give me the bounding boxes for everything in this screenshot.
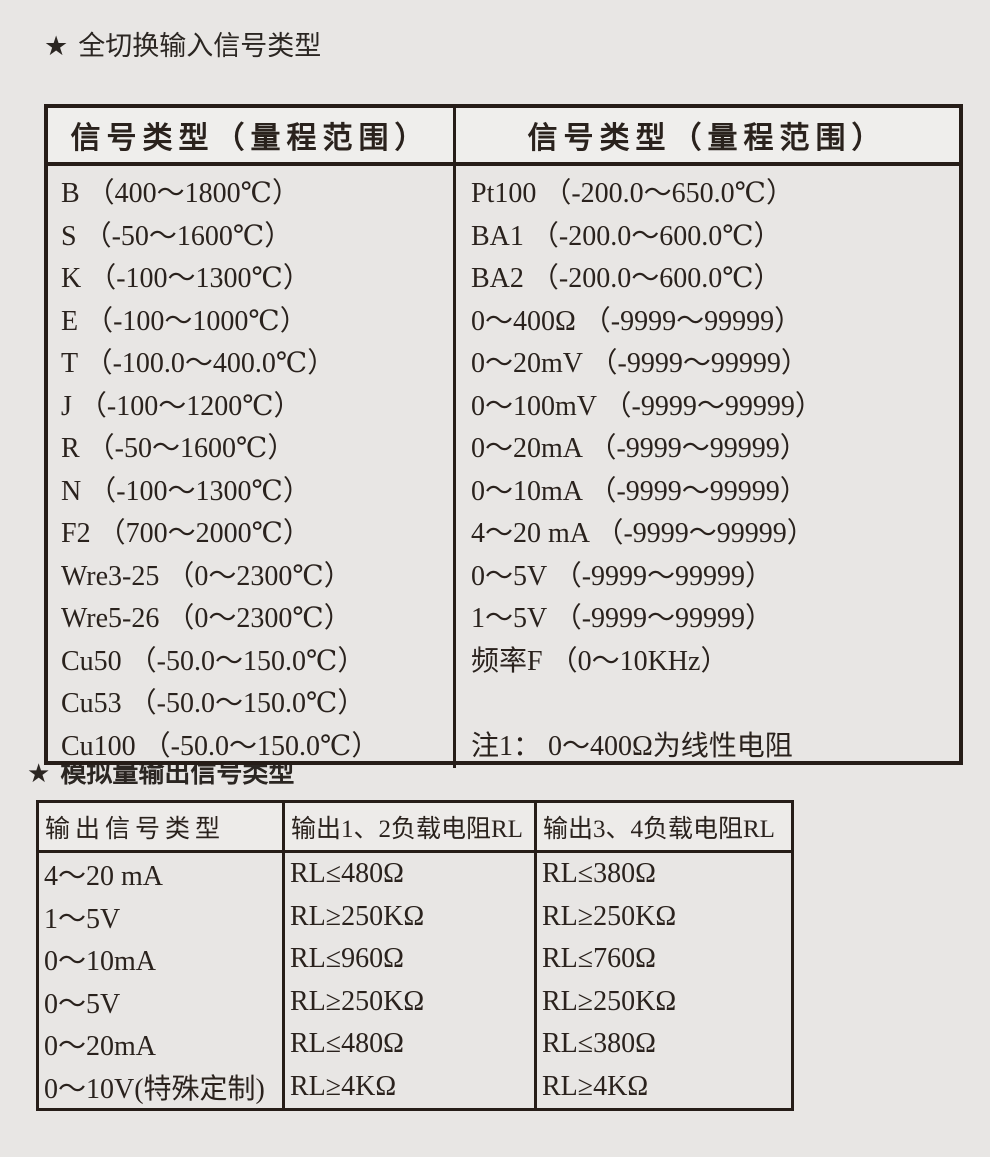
output-rl12-cell: RL≥250KΩ [285, 895, 537, 938]
output-row: 4～20 mA RL≤480Ω RL≤380Ω [39, 853, 791, 896]
output-rl12-cell: RL≤960Ω [285, 938, 537, 981]
signal-row: Cu50 （-50.0～150.0℃） [61, 645, 366, 677]
output-table-header-type: 输出信号类型 [39, 803, 285, 850]
input-signal-table-header-row: 信号类型（量程范围） 信号类型（量程范围） [48, 108, 959, 166]
signal-row: S （-50～1600℃） [61, 220, 293, 252]
signal-row: 频率F （0～10KHz） [471, 645, 729, 677]
signal-row: R （-50～1600℃） [61, 433, 296, 464]
signal-row: Wre5-26 （0～2300℃） [61, 603, 352, 634]
star-icon: ★ [27, 758, 51, 788]
signal-row: 1～5V （-9999～99999） [471, 603, 774, 634]
output-row: 0～10mA RL≤960Ω RL≤760Ω [39, 938, 791, 981]
signal-row: 0～20mV （-9999～99999） [471, 348, 809, 379]
output-rl34-cell: RL≥250KΩ [542, 900, 677, 932]
output-type-cell: 0～10mA [39, 938, 285, 981]
signal-row: K （-100～1300℃） [61, 263, 311, 294]
input-table-left-column: B （400～1800℃） S （-50～1600℃） K （-100～1300… [48, 166, 456, 768]
output-type-cell: 0～5V [39, 980, 285, 1023]
signal-row: B （400～1800℃） [61, 178, 300, 209]
input-signal-table-body: B （400～1800℃） S （-50～1600℃） K （-100～1300… [48, 166, 959, 768]
signal-row: Wre3-25 （0～2300℃） [61, 560, 352, 592]
output-rl12-cell: RL≤480Ω [285, 1023, 537, 1066]
output-row: 1～5V RL≥250KΩ RL≥250KΩ [39, 895, 791, 938]
output-type-cell: 4～20 mA [39, 853, 285, 896]
output-row: 0～5V RL≥250KΩ RL≥250KΩ [39, 980, 791, 1023]
output-type-cell: 1～5V [39, 895, 285, 938]
input-table-header-left: 信号类型（量程范围） [48, 108, 456, 162]
output-table-header-row: 输出信号类型 输出1、2负载电阻RL 输出3、4负载电阻RL [39, 803, 791, 853]
output-rl34-cell: RL≥4KΩ [542, 1070, 649, 1102]
input-signal-table: 信号类型（量程范围） 信号类型（量程范围） B （400～1800℃） S （-… [44, 104, 963, 768]
signal-row: BA2 （-200.0～600.0℃） [471, 263, 782, 294]
signal-row: F2 （700～2000℃） [61, 518, 311, 549]
output-signal-table: 输出信号类型 输出1、2负载电阻RL 输出3、4负载电阻RL 4～20 mA R… [36, 800, 794, 1111]
input-table-header-right: 信号类型（量程范围） [527, 122, 888, 155]
output-row: 0～10V(特殊定制) RL≥4KΩ RL≥4KΩ [39, 1065, 791, 1108]
output-rl12-cell: RL≥4KΩ [285, 1065, 537, 1108]
output-rl34-cell: RL≤380Ω [542, 1028, 656, 1060]
output-row: 0～20mA RL≤480Ω RL≤380Ω [39, 1023, 791, 1066]
star-icon: ★ [44, 31, 69, 61]
signal-row: 0～5V （-9999～99999） [471, 560, 774, 592]
output-type-cell: 0～10V(特殊定制) [39, 1065, 285, 1108]
signal-row: J （-100～1200℃） [61, 390, 302, 422]
signal-row: Cu53 （-50.0～150.0℃） [61, 688, 366, 719]
signal-row: 0～400Ω （-9999～99999） [471, 305, 803, 337]
signal-row: 0～10mA （-9999～99999） [471, 475, 808, 507]
signal-row: 0～20mA （-9999～99999） [471, 433, 808, 464]
output-rl34-cell: RL≤380Ω [542, 858, 656, 890]
input-signal-section-title: ★ 全切换输入信号类型 [44, 24, 321, 63]
output-type-cell: 0～20mA [39, 1023, 285, 1066]
signal-row: Pt100 （-200.0～650.0℃） [471, 178, 794, 209]
input-signal-section-title-text: 全切换输入信号类型 [78, 31, 322, 61]
output-table-body: 4～20 mA RL≤480Ω RL≤380Ω 1～5V RL≥250KΩ RL… [39, 853, 791, 1108]
blank-row [471, 683, 959, 726]
output-rl34-cell: RL≤760Ω [542, 943, 656, 975]
signal-row: BA1 （-200.0～600.0℃） [471, 220, 782, 252]
signal-row: Cu100 （-50.0～150.0℃） [61, 730, 380, 762]
signal-row: N （-100～1300℃） [61, 475, 311, 507]
signal-row: T （-100.0～400.0℃） [61, 348, 336, 379]
output-table-header-rl34: 输出3、4负载电阻RL [543, 815, 775, 843]
output-table-header-rl12: 输出1、2负载电阻RL [285, 803, 537, 850]
output-rl12-cell: RL≤480Ω [285, 853, 537, 896]
signal-row: 0～100mV （-9999～99999） [471, 390, 823, 422]
output-rl34-cell: RL≥250KΩ [542, 985, 677, 1017]
output-rl12-cell: RL≥250KΩ [285, 980, 537, 1023]
signal-row: 4～20 mA （-9999～99999） [471, 518, 815, 549]
signal-row: E （-100～1000℃） [61, 305, 308, 337]
input-table-right-column: Pt100 （-200.0～650.0℃） BA1 （-200.0～600.0℃… [456, 166, 959, 768]
linear-resistance-note: 注1： 0～400Ω为线性电阻 [471, 730, 793, 762]
